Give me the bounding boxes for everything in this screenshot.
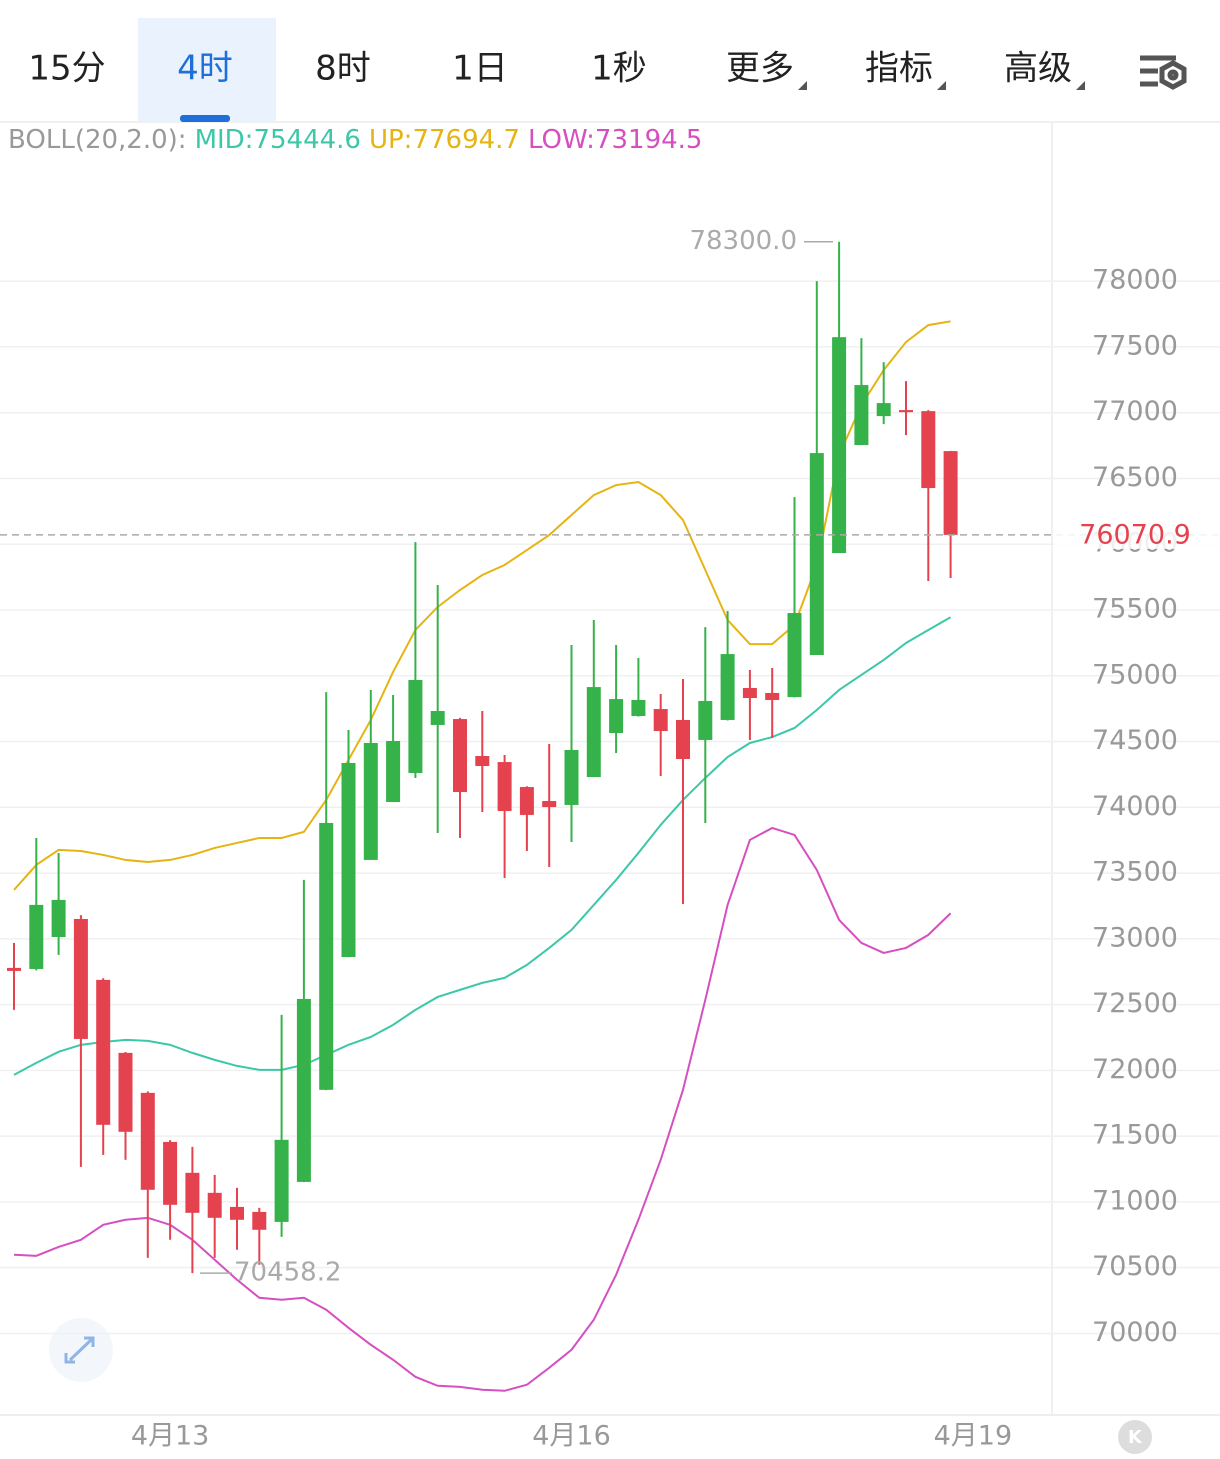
y-tick-label: 77500 (1092, 330, 1178, 361)
dropdown-arrow (798, 81, 807, 90)
tab-underline (180, 115, 230, 122)
candle-body (609, 699, 624, 733)
tab[interactable]: 15分 (28, 49, 105, 89)
boll-line (13, 616, 952, 1076)
candle-body (854, 385, 869, 446)
y-tick-label: 70000 (1092, 1317, 1178, 1348)
tab[interactable]: 高级 (1004, 49, 1072, 89)
legend-entry: LOW:73194.5 (528, 125, 702, 155)
candle-body (921, 411, 936, 489)
candle-body (73, 918, 88, 1039)
y-tick-label: 72000 (1092, 1054, 1178, 1085)
y-tick-label: 74500 (1092, 725, 1178, 756)
tab[interactable]: 更多 (726, 49, 794, 89)
indicator-label: BOLL(20,2.0): (8, 125, 187, 155)
indicator-legend: BOLL(20,2.0): MID:75444.6 UP:77694.7 LOW:73… (8, 125, 702, 155)
corner-button-label[interactable]: K (1128, 1427, 1143, 1448)
candle-body (475, 756, 490, 767)
candle-body (363, 742, 378, 860)
y-tick-label: 78000 (1092, 265, 1178, 296)
candle-body (29, 904, 44, 969)
legend-entry: UP:77694.7 (369, 125, 520, 155)
tab[interactable]: 1秒 (591, 49, 647, 89)
tab[interactable]: 4时 (177, 49, 233, 89)
y-tick-label: 75500 (1092, 593, 1178, 624)
low-marker-label: 70458.2 (234, 1258, 342, 1288)
candle-body (163, 1141, 178, 1205)
corner-button[interactable] (1118, 1420, 1152, 1454)
x-tick-label: 4月16 (532, 1421, 611, 1452)
y-tick-label: 73500 (1092, 857, 1178, 888)
candle-body (140, 1092, 155, 1190)
dropdown-arrow (937, 81, 946, 90)
y-tick-label: 73000 (1092, 922, 1178, 953)
candle-body (96, 979, 111, 1125)
candle-body (207, 1192, 222, 1218)
candle-body (832, 337, 847, 554)
high-marker-label: 78300.0 (689, 226, 797, 256)
candle-body (118, 1052, 133, 1132)
y-tick-label: 71000 (1092, 1185, 1178, 1216)
current-price-label: 76070.9 (1079, 519, 1191, 550)
dropdown-arrow (1076, 81, 1085, 90)
candle-body (765, 692, 780, 700)
tab[interactable]: 1日 (452, 49, 508, 89)
y-tick-label: 77000 (1092, 396, 1178, 427)
candle-body (519, 787, 534, 815)
candle-body (319, 822, 334, 1090)
candle-body (564, 749, 579, 805)
candle-body (296, 998, 311, 1182)
candle-body (943, 451, 958, 535)
candle-body (497, 762, 512, 811)
candle-body (341, 762, 356, 957)
tab-highlight (138, 18, 276, 122)
tab[interactable]: 指标 (865, 49, 933, 89)
legend-entry: MID:75444.6 (195, 125, 361, 155)
y-tick-label: 71500 (1092, 1120, 1178, 1151)
y-tick-label: 72500 (1092, 988, 1178, 1019)
candle-body (809, 453, 824, 655)
candle-body (899, 410, 913, 413)
current-price-box (1054, 520, 1220, 549)
candle-body (386, 741, 401, 803)
y-tick-label: 70500 (1092, 1251, 1178, 1282)
settings-icon[interactable] (1140, 55, 1187, 90)
tab[interactable]: 8时 (315, 49, 371, 89)
y-tick-label: 74000 (1092, 791, 1178, 822)
y-tick-label: 76500 (1092, 462, 1178, 493)
x-tick-label: 4月13 (131, 1421, 210, 1452)
candle-body (698, 701, 713, 740)
candle-body (252, 1211, 267, 1230)
candle-body (274, 1139, 289, 1222)
candle-body (631, 699, 646, 717)
candle-body (453, 719, 467, 793)
candle-body (586, 687, 601, 778)
candle-body (430, 711, 445, 725)
candle-body (7, 967, 21, 971)
y-tick-label: 75000 (1092, 659, 1178, 690)
candle-body (542, 800, 557, 808)
candle-body (876, 403, 891, 417)
candle-body (653, 709, 668, 732)
candle-body (742, 687, 757, 698)
x-tick-label: 4月19 (934, 1421, 1013, 1452)
candle-body (787, 613, 802, 698)
expand-icon[interactable] (49, 1318, 113, 1382)
candle-body (230, 1206, 244, 1220)
candle-body (51, 899, 66, 937)
candle-body (676, 719, 690, 760)
candle-body (720, 654, 735, 720)
candle-body (408, 679, 423, 773)
candle-body (185, 1172, 200, 1213)
